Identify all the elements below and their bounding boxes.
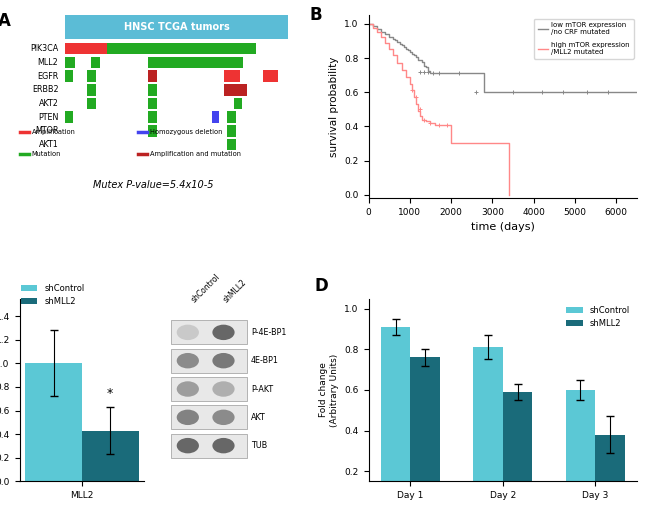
Text: *: * (107, 387, 113, 400)
Text: TUB: TUB (251, 441, 267, 450)
Bar (595, 435, 625, 511)
Bar (87, 98, 96, 109)
Bar (107, 43, 256, 54)
Ellipse shape (177, 381, 199, 397)
Text: ERBB2: ERBB2 (32, 86, 58, 94)
Ellipse shape (213, 381, 235, 397)
Bar (212, 112, 219, 123)
Bar (87, 84, 96, 96)
Text: P-AKT: P-AKT (251, 385, 273, 394)
Text: shMLL2: shMLL2 (222, 278, 249, 304)
Bar (172, 321, 247, 344)
Bar (224, 84, 246, 96)
Bar (65, 57, 75, 68)
Ellipse shape (177, 410, 199, 425)
Text: shControl: shControl (189, 272, 222, 304)
Ellipse shape (177, 438, 199, 453)
Legend: low mTOR expression
/no CRF mutated, high mTOR expression
/MLL2 mutated: low mTOR expression /no CRF mutated, hig… (534, 19, 634, 59)
Text: P-4E-BP1: P-4E-BP1 (251, 328, 286, 337)
Bar (263, 70, 278, 82)
Bar (82, 431, 138, 481)
Text: Amplification and mutation: Amplification and mutation (150, 151, 240, 157)
Bar (473, 347, 502, 511)
Bar (172, 434, 247, 458)
Bar (148, 125, 157, 137)
Text: EGFR: EGFR (37, 72, 58, 80)
Bar (65, 112, 73, 123)
Bar (25, 364, 82, 481)
Y-axis label: Fold change
(Arbitrary Units): Fold change (Arbitrary Units) (319, 353, 339, 426)
Text: PTEN: PTEN (38, 113, 58, 122)
Bar (148, 112, 157, 123)
Bar (227, 139, 236, 151)
Bar (410, 357, 440, 511)
Bar (65, 43, 107, 54)
Ellipse shape (177, 353, 199, 369)
Text: 4E-BP1: 4E-BP1 (251, 356, 279, 365)
Text: Amplification: Amplification (32, 130, 75, 135)
Ellipse shape (177, 325, 199, 340)
Ellipse shape (213, 438, 235, 453)
Bar (172, 377, 247, 401)
Bar (172, 406, 247, 429)
Text: AKT: AKT (251, 413, 266, 422)
Bar (227, 125, 236, 137)
Text: Homozygous deletion: Homozygous deletion (150, 130, 222, 135)
Legend: shControl, shMLL2: shControl, shMLL2 (18, 281, 88, 310)
Bar (65, 70, 73, 82)
Text: B: B (309, 6, 322, 24)
Text: D: D (315, 276, 329, 294)
Bar (90, 57, 100, 68)
Bar (148, 70, 157, 82)
Ellipse shape (213, 410, 235, 425)
Bar (381, 327, 410, 511)
Bar (234, 98, 242, 109)
Bar (172, 349, 247, 373)
Text: MLL2: MLL2 (38, 58, 58, 67)
FancyBboxPatch shape (65, 15, 288, 39)
Bar (148, 84, 157, 96)
Ellipse shape (213, 353, 235, 369)
Bar (227, 112, 236, 123)
Text: HNSC TCGA tumors: HNSC TCGA tumors (124, 22, 229, 32)
Bar (87, 70, 96, 82)
Text: MTOR: MTOR (35, 126, 58, 136)
Text: AKT2: AKT2 (38, 99, 58, 108)
Text: Mutation: Mutation (32, 151, 61, 157)
Bar (148, 98, 157, 109)
Bar (566, 390, 595, 511)
Bar (224, 70, 240, 82)
Text: Mutex P-value=5.4x10-5: Mutex P-value=5.4x10-5 (94, 180, 214, 190)
X-axis label: time (days): time (days) (471, 222, 535, 232)
Bar (502, 392, 532, 511)
Y-axis label: survival probability: survival probability (329, 56, 339, 157)
Ellipse shape (213, 325, 235, 340)
Text: AKT1: AKT1 (39, 140, 58, 149)
Text: A: A (0, 12, 11, 30)
Bar (148, 57, 243, 68)
Text: PIK3CA: PIK3CA (30, 44, 58, 53)
Legend: shControl, shMLL2: shControl, shMLL2 (563, 303, 633, 332)
